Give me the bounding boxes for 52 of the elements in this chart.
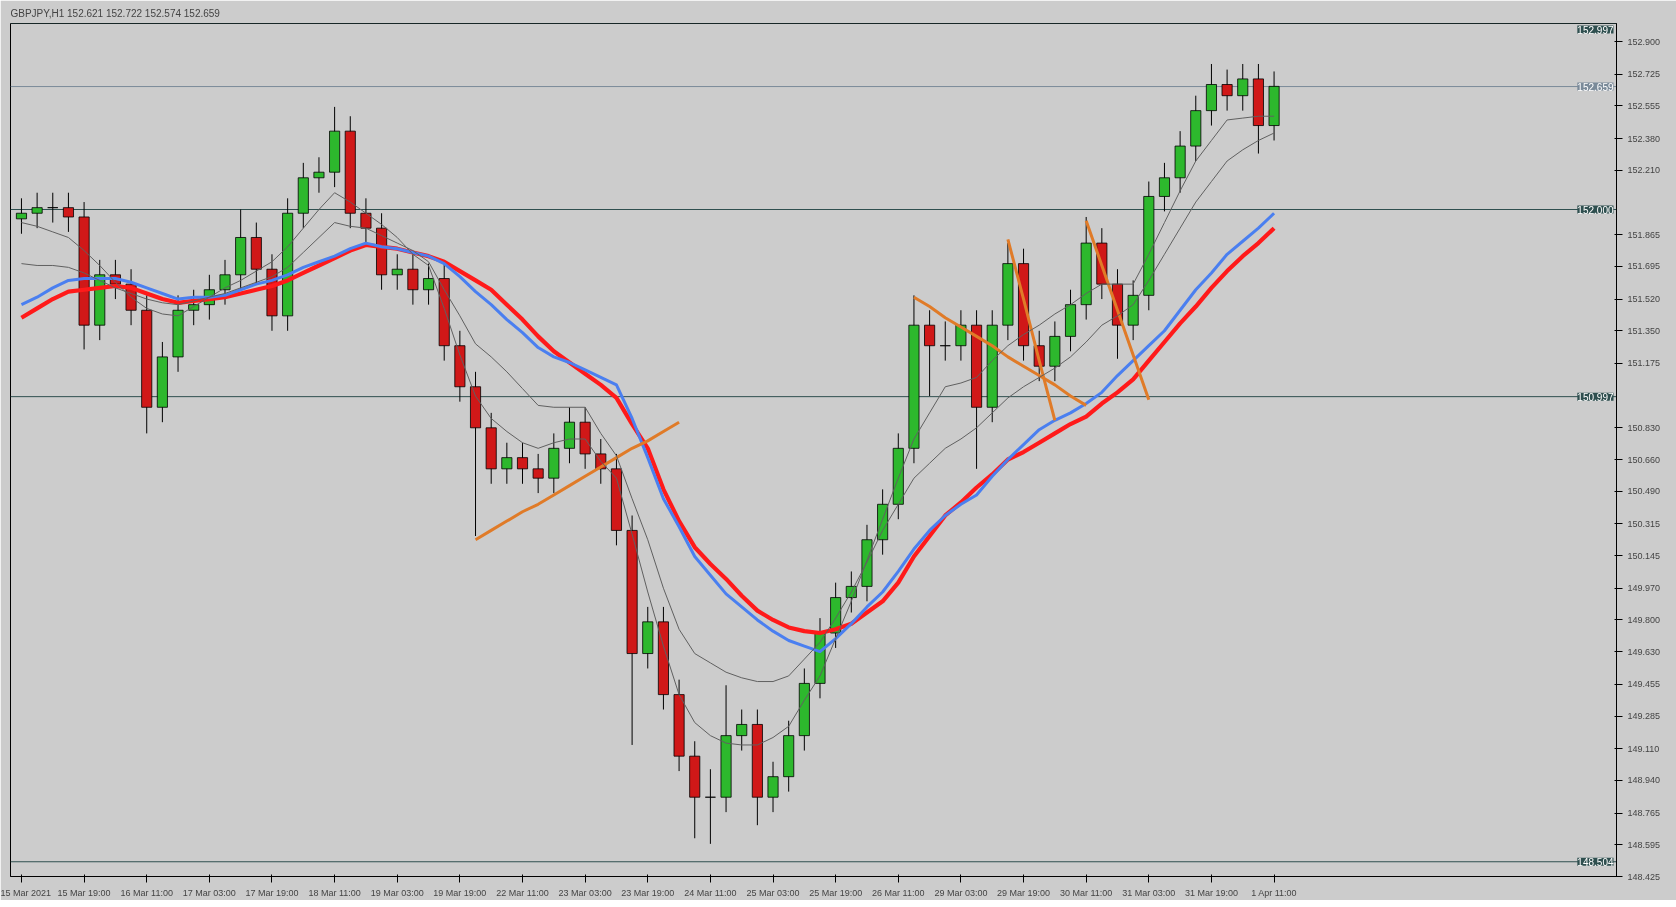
x-tick-label: 15 Mar 2021 [0,887,52,898]
x-tick-label: 15 Mar 19:00 [57,887,111,898]
y-tick-label: 151.175 [1627,358,1661,369]
y-tick-label: 152.210 [1627,165,1661,176]
y-tick-label: 150.315 [1627,518,1661,529]
y-tick-label: 151.865 [1627,229,1661,240]
ref-line-label: 150.997 [1577,391,1614,403]
x-tick-label: 23 Mar 03:00 [558,887,612,898]
x-tick-label: 31 Mar 03:00 [1122,887,1176,898]
y-tick-label: 149.970 [1627,583,1661,594]
x-tick-label: 30 Mar 11:00 [1059,887,1113,898]
y-tick-label: 149.800 [1627,614,1661,625]
y-tick-label: 152.555 [1627,100,1661,111]
x-tick-label: 24 Mar 11:00 [684,887,737,898]
x-tick-label: 29 Mar 19:00 [997,887,1051,898]
x-tick-label: 25 Mar 19:00 [809,887,863,898]
y-tick-label: 150.830 [1627,422,1661,433]
x-tick-label: 25 Mar 03:00 [746,887,800,898]
y-tick-label: 152.725 [1627,69,1661,80]
y-tick-label: 152.900 [1627,36,1661,47]
y-tick-label: 149.285 [1627,711,1661,722]
chart-title: GBPJPY,H1 152.621 152.722 152.574 152.659 [10,7,221,19]
x-tick-label: 18 Mar 11:00 [308,887,361,898]
x-tick-label: 29 Mar 03:00 [934,887,988,898]
x-tick-label: 16 Mar 11:00 [120,887,173,898]
x-tick-label: 19 Mar 03:00 [370,887,424,898]
x-tick-label: 1 Apr 11:00 [1251,887,1297,898]
y-tick-label: 148.595 [1627,839,1661,850]
y-tick-label: 148.425 [1627,871,1661,882]
x-tick-label: 22 Mar 11:00 [496,887,549,898]
y-tick-label: 148.765 [1627,808,1661,819]
y-tick-label: 148.940 [1627,775,1661,786]
x-tick-label: 23 Mar 19:00 [621,887,675,898]
y-tick-label: 149.630 [1627,646,1661,657]
y-tick-label: 151.350 [1627,325,1661,336]
ref-line-label: 152.659 [1577,81,1614,93]
y-tick-label: 150.145 [1627,550,1661,561]
y-tick-label: 150.660 [1627,454,1661,465]
y-tick-label: 151.520 [1627,294,1661,305]
x-tick-label: 26 Mar 11:00 [872,887,925,898]
ref-line-label: 152.997 [1577,24,1614,36]
y-tick-label: 151.695 [1627,261,1661,272]
ref-line-label: 148.504 [1577,856,1614,868]
x-tick-label: 17 Mar 19:00 [245,887,299,898]
x-tick-label: 19 Mar 19:00 [433,887,487,898]
x-tick-label: 31 Mar 19:00 [1184,887,1238,898]
y-tick-label: 152.380 [1627,133,1661,144]
y-tick-label: 149.110 [1627,743,1660,754]
ref-line-label: 152.000 [1577,204,1614,216]
x-tick-label: 17 Mar 03:00 [182,887,236,898]
y-tick-label: 150.490 [1627,486,1661,497]
y-tick-label: 149.455 [1627,679,1661,690]
